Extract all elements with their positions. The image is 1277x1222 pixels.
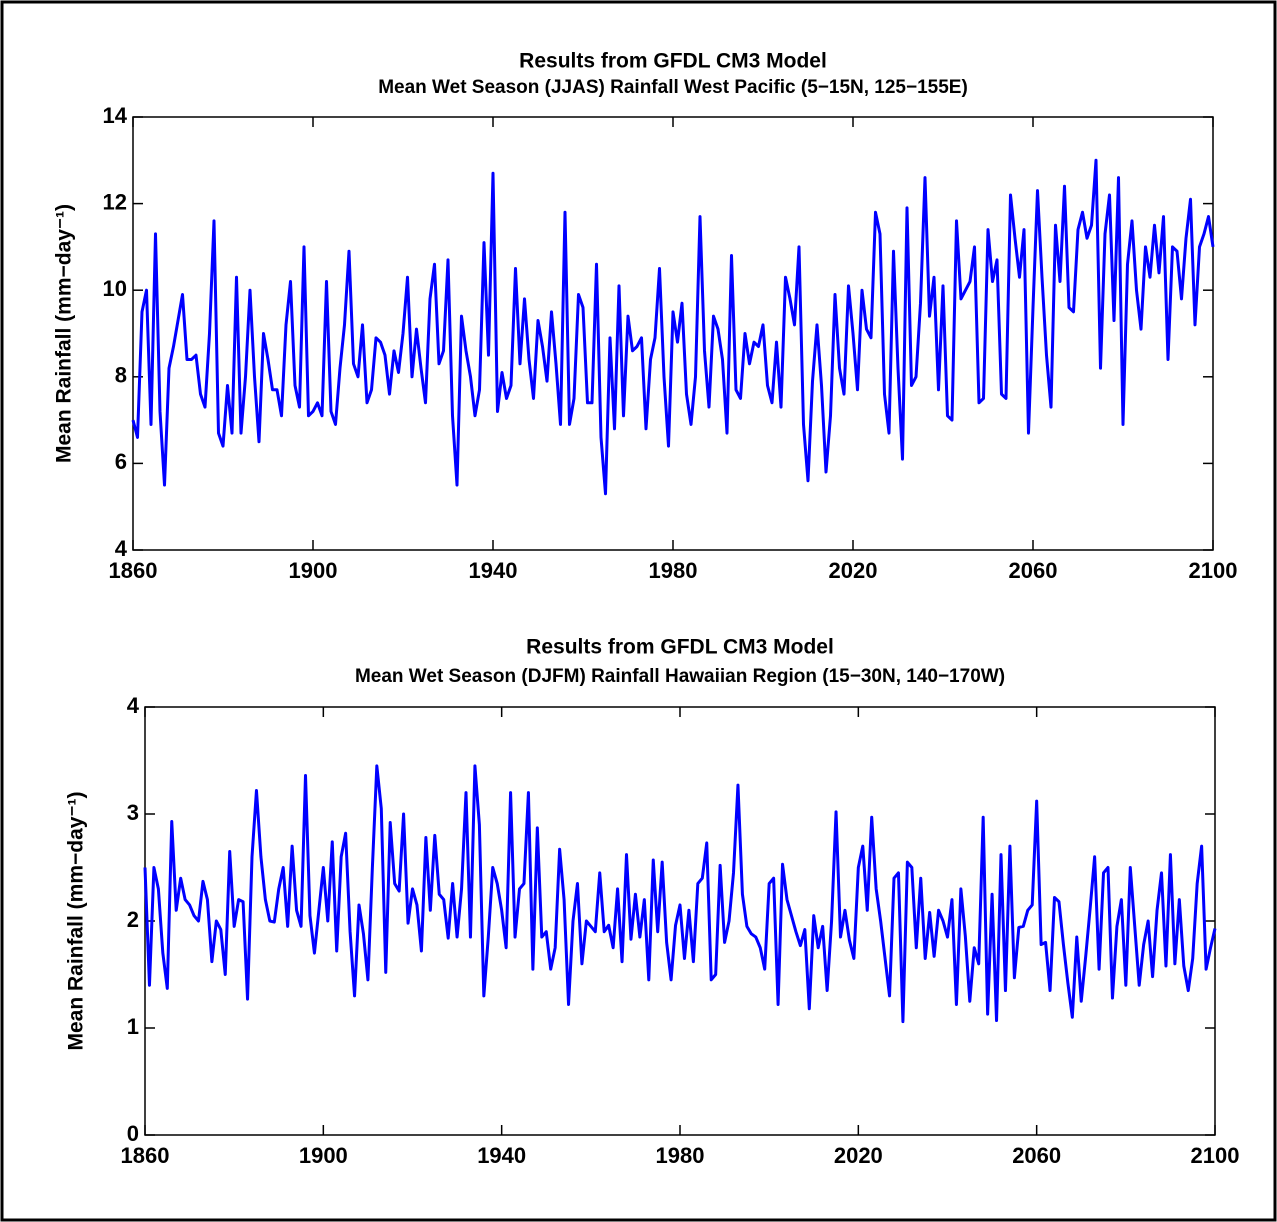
y-tick-label: 4 bbox=[127, 693, 140, 718]
x-tick-label: 1980 bbox=[656, 1143, 705, 1168]
x-tick-label: 2060 bbox=[1009, 558, 1058, 583]
x-tick-label: 2100 bbox=[1191, 1143, 1240, 1168]
y-axis-label: Mean Rainfall (mm−day⁻¹) bbox=[65, 791, 88, 1050]
chart-title: Results from GFDL CM3 Model bbox=[519, 50, 827, 73]
chart-title: Results from GFDL CM3 Model bbox=[526, 636, 834, 659]
y-tick-label: 2 bbox=[127, 907, 139, 932]
y-axis-label: Mean Rainfall (mm−day⁻¹) bbox=[53, 204, 76, 463]
chart-subtitle: Mean Wet Season (JJAS) Rainfall West Pac… bbox=[378, 77, 968, 98]
x-tick-label: 1980 bbox=[649, 558, 698, 583]
y-tick-label: 3 bbox=[127, 800, 139, 825]
y-tick-label: 0 bbox=[127, 1121, 139, 1146]
x-tick-label: 1900 bbox=[299, 1143, 348, 1168]
y-tick-label: 1 bbox=[127, 1014, 139, 1039]
x-tick-label: 1900 bbox=[289, 558, 338, 583]
y-tick-label: 14 bbox=[103, 103, 128, 128]
data-line bbox=[143, 764, 1217, 1024]
x-tick-label: 1940 bbox=[469, 558, 518, 583]
x-tick-label: 2020 bbox=[834, 1143, 883, 1168]
x-tick-label: 1860 bbox=[109, 558, 158, 583]
x-tick-label: 1940 bbox=[477, 1143, 526, 1168]
data-line bbox=[131, 158, 1215, 496]
y-tick-label: 12 bbox=[103, 189, 127, 214]
y-tick-label: 8 bbox=[115, 363, 127, 388]
y-tick-label: 6 bbox=[115, 449, 127, 474]
x-tick-label: 2060 bbox=[1012, 1143, 1061, 1168]
x-tick-label: 2020 bbox=[829, 558, 878, 583]
x-tick-label: 1860 bbox=[121, 1143, 170, 1168]
y-tick-label: 10 bbox=[103, 276, 127, 301]
chart-subtitle: Mean Wet Season (DJFM) Rainfall Hawaiian… bbox=[355, 666, 1005, 687]
x-tick-label: 2100 bbox=[1189, 558, 1238, 583]
y-tick-label: 4 bbox=[115, 536, 128, 561]
